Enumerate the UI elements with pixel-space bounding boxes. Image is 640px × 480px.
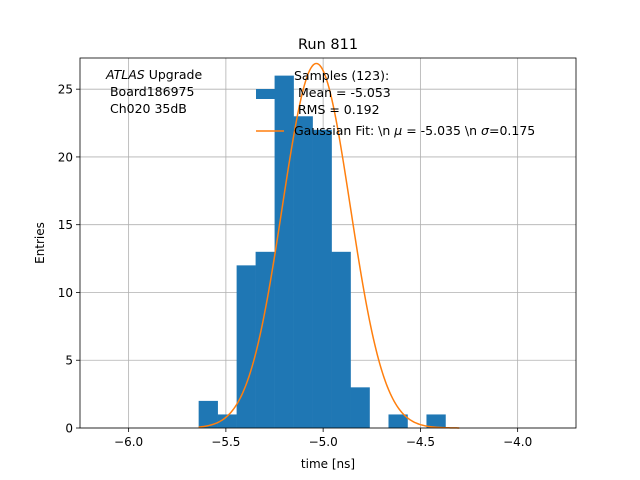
annotation-line-2: Board186975 xyxy=(106,84,194,99)
annotation-upgrade: Upgrade xyxy=(145,67,203,82)
x-tick-label: −6.0 xyxy=(114,435,143,449)
histogram-bar xyxy=(350,387,370,428)
histogram-bar xyxy=(293,116,313,429)
legend-samples-line-3: RMS = 0.192 xyxy=(294,102,380,117)
legend-fit-sigma: σ xyxy=(481,123,490,138)
legend-fit-part-2: = -5.035 \n xyxy=(402,123,481,138)
x-tick-label: −4.5 xyxy=(406,435,435,449)
histogram-bar xyxy=(274,75,294,428)
histogram-bar xyxy=(236,265,256,428)
legend-fit-part-1: Gaussian Fit: \n xyxy=(294,123,394,138)
plot-frame xyxy=(79,57,577,429)
legend-fit-mu: μ xyxy=(393,123,402,138)
histogram-bar xyxy=(217,414,237,428)
annotation-line-3: Ch020 35dB xyxy=(106,101,187,116)
chart-title: Run 811 xyxy=(298,37,358,53)
x-tick-label: −5.0 xyxy=(309,435,338,449)
annotation-atlas: ATLAS xyxy=(105,67,145,82)
x-axis-ticks: −6.0 −5.5 −5.0 −4.5 −4.0 xyxy=(114,428,532,449)
legend-samples-line-2: Mean = -5.053 xyxy=(294,85,391,100)
y-axis-label: Entries xyxy=(33,222,47,264)
legend-histogram-swatch xyxy=(256,89,284,99)
x-axis-label: time [ns] xyxy=(301,457,355,471)
histogram-bar xyxy=(312,129,332,429)
histogram-bar xyxy=(255,251,275,428)
histogram-bar xyxy=(426,414,446,428)
y-tick-label: 20 xyxy=(58,150,73,164)
y-tick-label: 15 xyxy=(58,218,73,232)
gaussian-fit-curve xyxy=(198,62,460,429)
legend-fit-label: Gaussian Fit: \n μ = -5.035 \n σ=0.175 xyxy=(294,123,535,138)
histogram-bar xyxy=(198,400,218,428)
legend-samples-line-1: Samples (123): xyxy=(294,68,389,83)
annotation-line-1: ATLAS Upgrade xyxy=(105,67,202,82)
atlas-annotation: ATLAS Upgrade Board186975 Ch020 35dB xyxy=(105,67,202,116)
y-tick-label: 0 xyxy=(65,422,73,436)
x-tick-label: −4.0 xyxy=(503,435,532,449)
histogram-bar xyxy=(331,251,351,428)
y-tick-label: 5 xyxy=(65,354,73,368)
y-axis-ticks: 0 5 10 15 20 25 xyxy=(58,83,80,436)
y-tick-label: 25 xyxy=(58,83,73,97)
y-tick-label: 10 xyxy=(58,286,73,300)
legend-fit-part-3: =0.175 xyxy=(489,123,535,138)
x-tick-label: −5.5 xyxy=(211,435,240,449)
histogram-bar xyxy=(388,414,408,428)
legend: Samples (123): Mean = -5.053 RMS = 0.192… xyxy=(256,68,535,138)
